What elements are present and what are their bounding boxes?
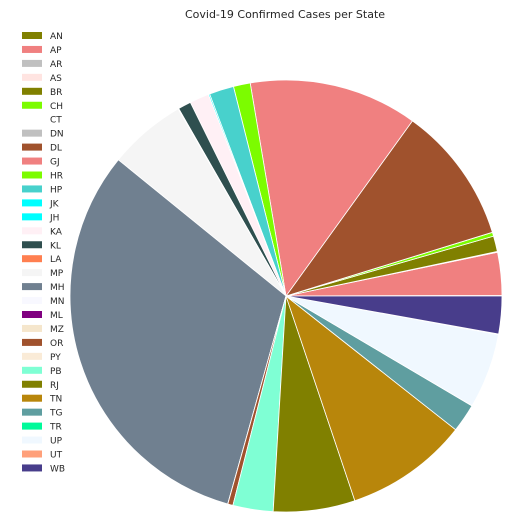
legend-label-jh: JH (49, 213, 59, 223)
legend-swatch-tg (22, 409, 42, 416)
legend-swatch-mz (22, 325, 42, 332)
legend-swatch-dl (22, 144, 42, 151)
legend-label-ml: ML (50, 311, 63, 321)
legend-label-mp: MP (50, 269, 64, 279)
legend-label-tn: TN (49, 395, 62, 405)
legend-label-hp: HP (50, 185, 63, 195)
legend-label-ut: UT (50, 451, 63, 461)
legend-label-pb: PB (50, 367, 62, 377)
legend-swatch-an (22, 32, 42, 39)
legend-label-up: UP (50, 437, 63, 447)
legend-label-an: AN (50, 32, 63, 42)
legend-label-mh: MH (50, 283, 65, 293)
legend-swatch-jh (22, 213, 42, 220)
legend-swatch-tr (22, 423, 42, 430)
legend-label-ct: CT (50, 116, 62, 126)
legend-label-ap: AP (50, 46, 62, 56)
pie-slices (70, 80, 502, 512)
legend-label-hr: HR (50, 172, 63, 182)
legend-label-jk: JK (49, 199, 60, 209)
legend-label-kl: KL (50, 241, 61, 251)
legend-label-ka: KA (50, 227, 63, 237)
legend-label-br: BR (50, 88, 62, 98)
legend-swatch-la (22, 255, 42, 262)
legend-label-as: AS (50, 74, 62, 84)
legend-swatch-py (22, 353, 42, 360)
legend-swatch-tn (22, 395, 42, 402)
legend-swatch-or (22, 339, 42, 346)
legend-swatch-gj (22, 158, 42, 165)
legend-swatch-kl (22, 241, 42, 248)
legend-label-ch: CH (50, 102, 63, 112)
legend-swatch-ar (22, 60, 42, 67)
legend-label-or: OR (50, 339, 63, 349)
legend-label-py: PY (50, 353, 61, 363)
legend-label-mz: MZ (50, 325, 64, 335)
legend-swatch-up (22, 437, 42, 444)
legend-swatch-mp (22, 269, 42, 276)
legend-label-la: LA (50, 255, 62, 265)
legend-swatch-rj (22, 381, 42, 388)
legend-swatch-ch (22, 102, 42, 109)
legend-swatch-dn (22, 130, 42, 137)
legend: AN AP AR AS BR CH CT DN DL GJ HR HP JK JH KA KL LA MP MH MN… (22, 32, 65, 474)
legend-swatch-hp (22, 185, 42, 192)
chart-title: Covid-19 Confirmed Cases per State (185, 8, 385, 21)
legend-swatch-jk (22, 199, 42, 206)
legend-label-dn: DN (50, 130, 64, 140)
legend-label-dl: DL (50, 144, 62, 154)
legend-label-ar: AR (50, 60, 62, 70)
legend-label-gj: GJ (50, 158, 60, 168)
legend-label-tg: TG (49, 409, 62, 419)
legend-swatch-ml (22, 311, 42, 318)
legend-swatch-pb (22, 367, 42, 374)
legend-swatch-ap (22, 46, 42, 53)
legend-swatch-wb (22, 464, 42, 471)
legend-swatch-ut (22, 451, 42, 458)
legend-label-mn: MN (50, 297, 65, 307)
legend-swatch-as (22, 74, 42, 81)
legend-swatch-mh (22, 283, 42, 290)
legend-label-wb: WB (50, 464, 65, 474)
legend-label-tr: TR (49, 423, 62, 433)
legend-swatch-hr (22, 172, 42, 179)
legend-swatch-br (22, 88, 42, 95)
legend-swatch-mn (22, 297, 42, 304)
legend-swatch-ct (22, 116, 42, 123)
legend-swatch-ka (22, 227, 42, 234)
legend-label-rj: RJ (50, 381, 59, 391)
